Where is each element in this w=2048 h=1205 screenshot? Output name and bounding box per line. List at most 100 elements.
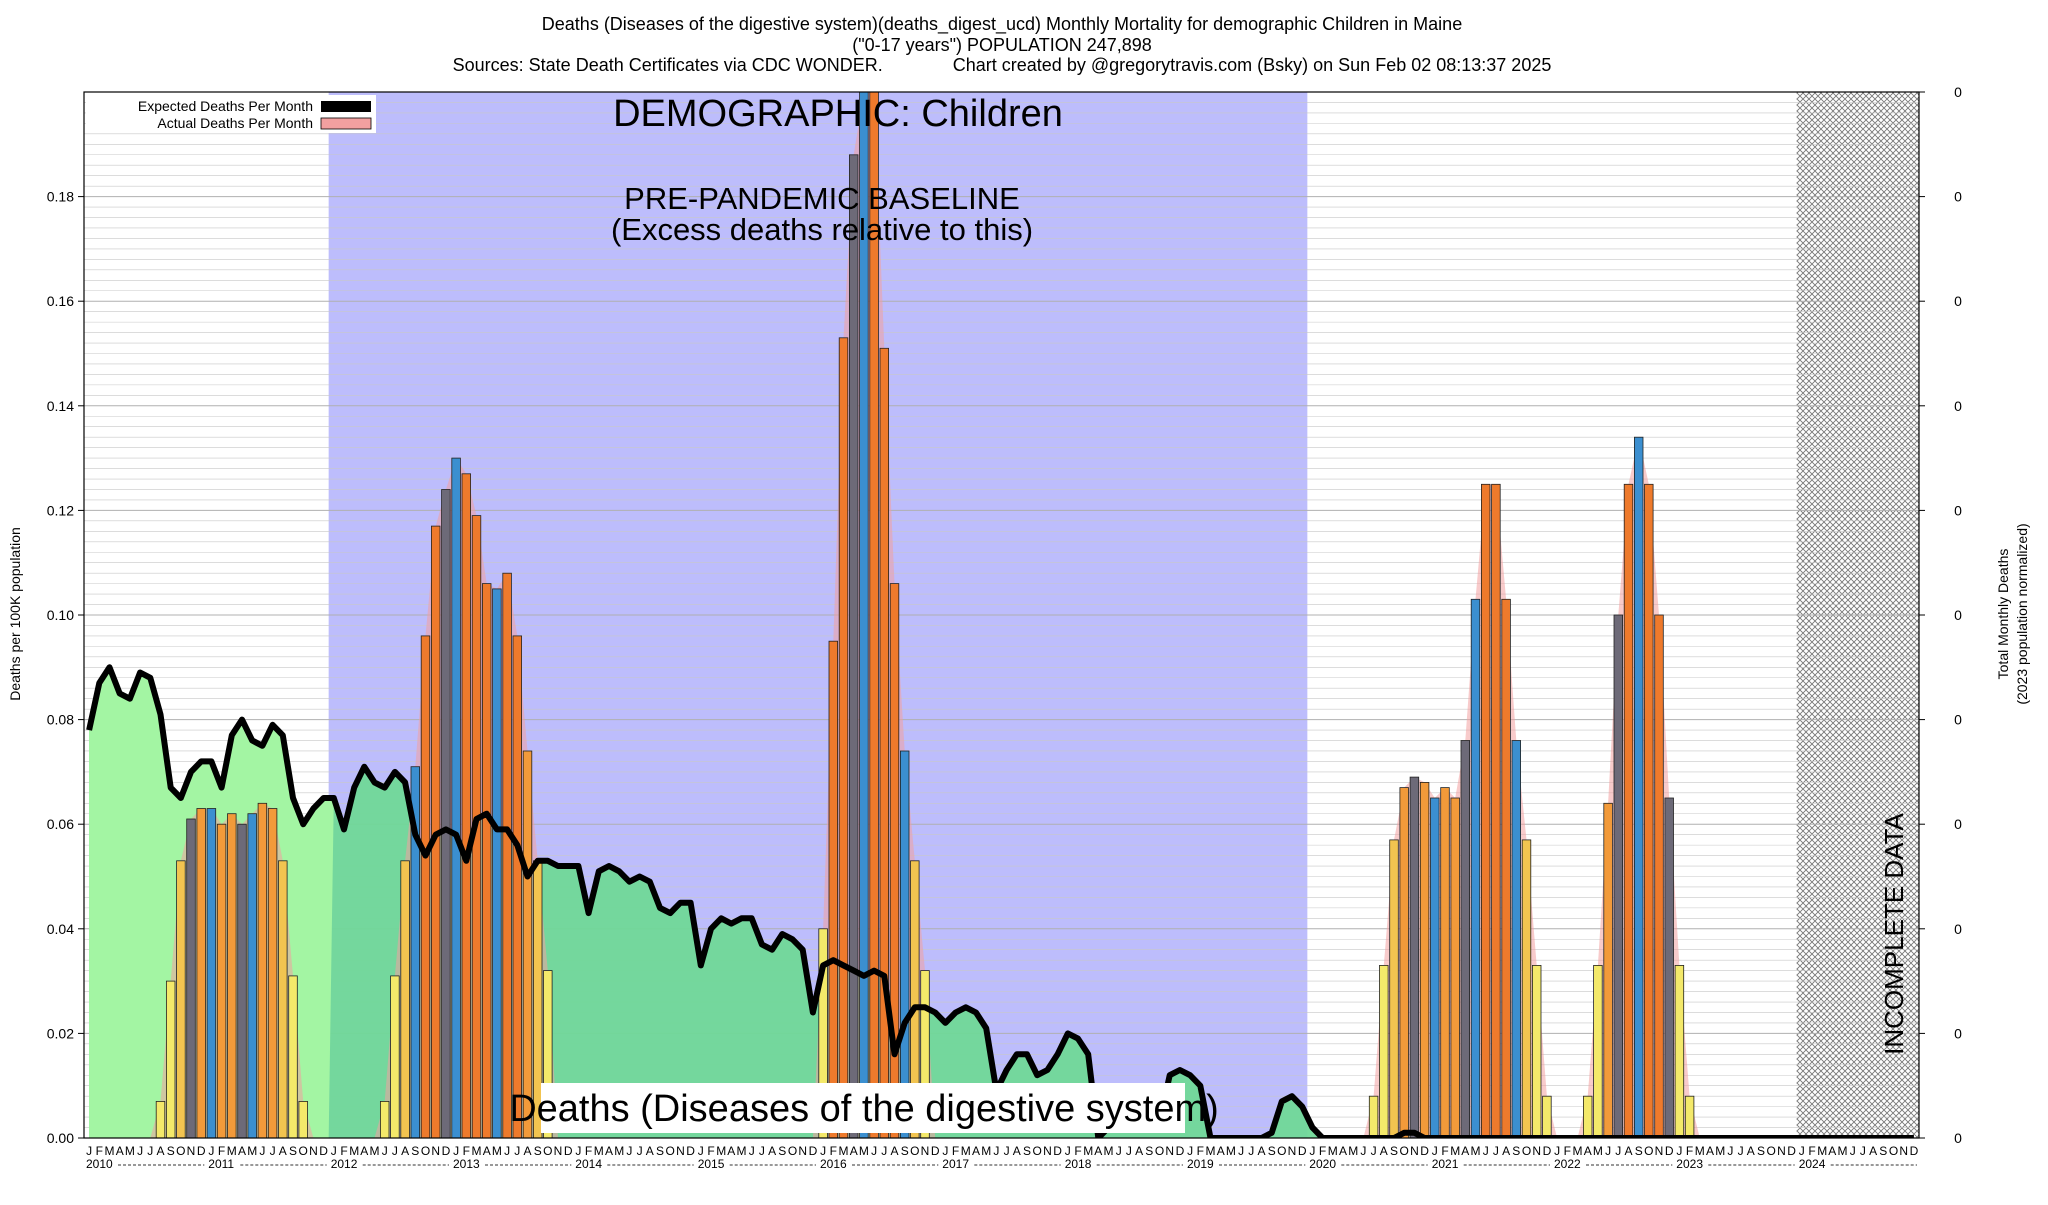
x-month-label: J xyxy=(1615,1144,1621,1158)
actual-bar xyxy=(1674,965,1685,1138)
x-year-label: 2015 xyxy=(698,1157,725,1171)
x-month-label: A xyxy=(1013,1144,1021,1158)
x-month-label: A xyxy=(238,1144,246,1158)
x-month-label: A xyxy=(1380,1144,1388,1158)
actual-bar xyxy=(257,802,268,1138)
x-month-label: F xyxy=(830,1144,837,1158)
x-month-label: A xyxy=(401,1144,409,1158)
x-month-label: J xyxy=(208,1144,214,1158)
x-month-label: J xyxy=(1126,1144,1132,1158)
x-month-label: J xyxy=(1187,1144,1193,1158)
x-month-label: O xyxy=(1889,1144,1898,1158)
x-month-label: O xyxy=(1522,1144,1531,1158)
x-month-label: M xyxy=(961,1144,971,1158)
actual-bar xyxy=(502,572,512,1138)
x-month-label: S xyxy=(1268,1144,1276,1158)
x-month-label: O xyxy=(543,1144,552,1158)
x-month-label: F xyxy=(585,1144,592,1158)
x-month-label: A xyxy=(1217,1144,1225,1158)
x-month-label: M xyxy=(1328,1144,1338,1158)
actual-bar xyxy=(267,808,278,1138)
y2-tick-label: 0 xyxy=(1954,293,1962,309)
x-month-label: N xyxy=(1532,1144,1541,1158)
x-month-label: N xyxy=(309,1144,318,1158)
actual-bar xyxy=(1389,839,1399,1138)
x-month-label: O xyxy=(1277,1144,1286,1158)
x-month-label: J xyxy=(993,1144,999,1158)
actual-bar xyxy=(859,92,869,1138)
x-month-label: D xyxy=(1053,1144,1062,1158)
x-month-label: A xyxy=(972,1144,980,1158)
x-month-label: A xyxy=(1747,1144,1755,1158)
x-month-label: N xyxy=(1655,1144,1664,1158)
x-month-label: F xyxy=(218,1144,225,1158)
x-month-label: A xyxy=(360,1144,368,1158)
x-month-label: D xyxy=(1420,1144,1429,1158)
baseline-label: PRE-PANDEMIC BASELINE xyxy=(624,181,1020,216)
x-month-label: F xyxy=(96,1144,103,1158)
actual-bar xyxy=(879,347,890,1138)
actual-bar xyxy=(1440,787,1450,1138)
x-month-label: A xyxy=(1706,1144,1714,1158)
x-month-label: A xyxy=(279,1144,287,1158)
actual-bar xyxy=(481,583,492,1138)
actual-bar xyxy=(1532,965,1542,1138)
x-month-label: A xyxy=(1135,1144,1143,1158)
x-month-label: F xyxy=(340,1144,347,1158)
x-year-label: 2020 xyxy=(1309,1157,1336,1171)
x-month-label: M xyxy=(1838,1144,1848,1158)
x-month-label: A xyxy=(1502,1144,1510,1158)
x-month-label: F xyxy=(952,1144,959,1158)
actual-bar xyxy=(1511,740,1522,1138)
legend-label-expected: Expected Deaths Per Month xyxy=(138,98,313,114)
actual-bar xyxy=(461,473,472,1138)
x-month-label: O xyxy=(910,1144,919,1158)
x-month-label: S xyxy=(1145,1144,1153,1158)
actual-bars xyxy=(155,92,1695,1138)
x-month-label: A xyxy=(1461,1144,1469,1158)
x-month-label: J xyxy=(1360,1144,1366,1158)
x-month-label: M xyxy=(1715,1144,1725,1158)
x-month-label: A xyxy=(850,1144,858,1158)
x-year-label: 2013 xyxy=(453,1157,480,1171)
y-tick-label: 0.06 xyxy=(47,816,74,832)
x-month-label: J xyxy=(331,1144,337,1158)
x-month-label: J xyxy=(1116,1144,1122,1158)
y-tick-label: 0.12 xyxy=(47,502,74,518)
x-year-label: 2019 xyxy=(1187,1157,1214,1171)
actual-bar xyxy=(1501,598,1511,1138)
y-axis-ticks: 0.00 0.02 0.04 0.06 0.08 0.10 0.12 0.14 0.16 0.18 xyxy=(47,189,84,1146)
x-month-label: M xyxy=(1226,1144,1236,1158)
x-month-label: J xyxy=(382,1144,388,1158)
actual-bar xyxy=(298,1101,308,1138)
x-month-label: M xyxy=(614,1144,624,1158)
x-month-label: F xyxy=(1441,1144,1448,1158)
x-month-label: F xyxy=(1197,1144,1204,1158)
x-month-label: J xyxy=(1371,1144,1377,1158)
x-month-label: M xyxy=(1471,1144,1481,1158)
y-tick-label: 0.10 xyxy=(47,607,74,623)
x-month-label: S xyxy=(289,1144,297,1158)
x-month-label: J xyxy=(1554,1144,1560,1158)
x-month-label: M xyxy=(1593,1144,1603,1158)
x-month-label: J xyxy=(1850,1144,1856,1158)
actual-bar xyxy=(522,750,533,1138)
actual-bar xyxy=(1603,802,1613,1138)
x-month-label: A xyxy=(1257,1144,1265,1158)
x-month-label: J xyxy=(698,1144,704,1158)
actual-bar xyxy=(1470,598,1481,1138)
actual-bar xyxy=(165,980,176,1138)
x-month-label: O xyxy=(299,1144,308,1158)
x-month-label: M xyxy=(1206,1144,1216,1158)
x-month-label: O xyxy=(1033,1144,1042,1158)
actual-bar xyxy=(1644,483,1654,1138)
x-month-label: F xyxy=(1319,1144,1326,1158)
x-month-label: D xyxy=(1910,1144,1919,1158)
x-month-label: N xyxy=(1777,1144,1786,1158)
actual-bar xyxy=(828,640,839,1138)
x-month-label: A xyxy=(1828,1144,1836,1158)
x-month-label: N xyxy=(676,1144,685,1158)
x-month-label: S xyxy=(656,1144,664,1158)
